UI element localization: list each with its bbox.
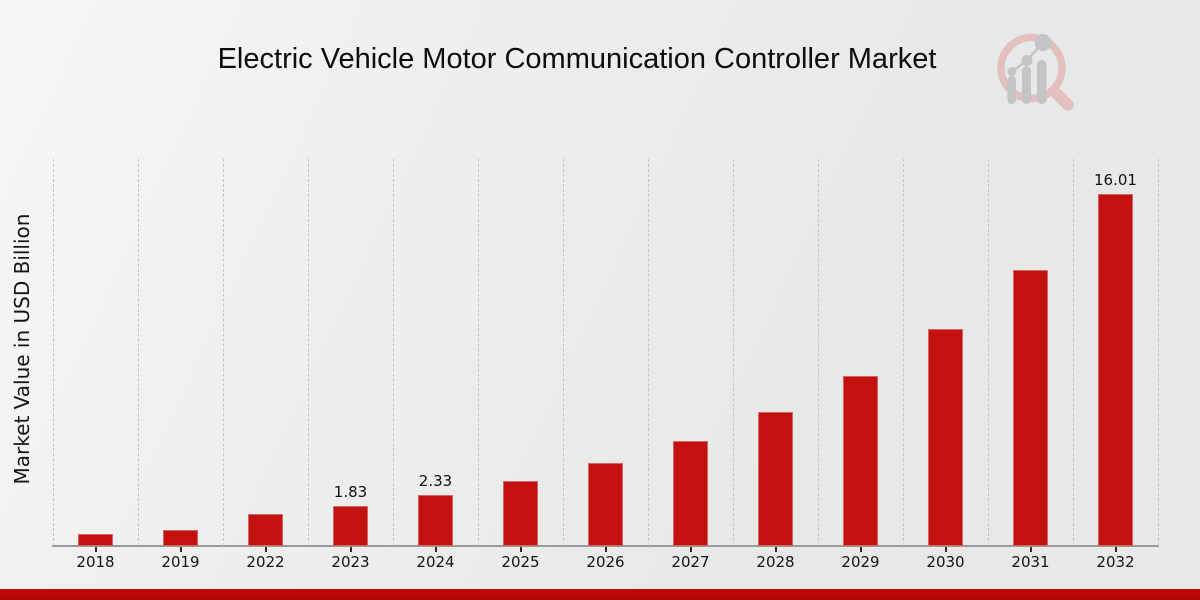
bar-2028 [758,412,793,546]
x-tick-2031 [1029,547,1032,552]
y-axis-label: Market Value in USD Billion [10,213,34,485]
bar-2027 [673,440,708,546]
bar-2018 [78,533,113,546]
x-tick-label-2025: 2025 [501,553,540,571]
bar-value-label-2024: 2.33 [418,471,453,490]
plot-area: 2018 2019 2022 1.83 2023 2.33 2024 2025 2026 2027… [52,159,1159,571]
gridline [647,159,649,546]
x-tick-label-2032: 2032 [1096,553,1135,571]
x-tick-label-2031: 2031 [1011,553,1050,571]
x-tick-2029 [859,547,862,552]
gridline [222,159,224,546]
gridline [1157,159,1159,546]
bar-2019 [163,530,198,546]
x-tick-label-2018: 2018 [76,553,115,571]
gridline [52,159,54,546]
gridline [1072,159,1074,546]
x-tick-2028 [774,547,777,552]
x-tick-2019 [179,547,182,552]
x-tick-2024 [434,547,437,552]
gridline [902,159,904,546]
logo-bars [1007,60,1047,104]
x-tick-label-2027: 2027 [671,553,710,571]
bar-2025 [503,481,538,546]
gridline [817,159,819,546]
x-tick-label-2028: 2028 [756,553,795,571]
x-tick-2026 [604,547,607,552]
x-tick-2025 [519,547,522,552]
bar-2024 [418,494,453,546]
x-tick-label-2024: 2024 [416,553,455,571]
x-tick-2023 [349,547,352,552]
gridline [137,159,139,546]
bar-value-label-2032: 16.01 [1094,170,1137,189]
footer-accent-bar [0,589,1200,600]
x-tick-2018 [94,547,97,552]
bar-2022 [248,514,283,546]
bar-2023 [333,505,368,546]
gridline [987,159,989,546]
gridline [477,159,479,546]
bar-2032 [1098,193,1133,546]
x-tick-label-2022: 2022 [246,553,285,571]
bar-2029 [843,375,878,546]
bar-value-label-2023: 1.83 [333,482,368,501]
x-tick-label-2029: 2029 [841,553,880,571]
chart-title: Electric Vehicle Motor Communication Con… [217,43,937,75]
gridline [392,159,394,546]
magnifier-ring [997,33,1074,111]
x-axis-line [52,545,1159,547]
x-tick-2022 [264,547,267,552]
gridline [307,159,309,546]
x-tick-2030 [944,547,947,552]
x-tick-2032 [1114,547,1117,552]
logo-trend-dots [1007,34,1052,76]
gridline [562,159,564,546]
bar-2031 [1013,270,1048,546]
x-tick-2027 [689,547,692,552]
bar-2026 [588,463,623,546]
gridline [732,159,734,546]
brand-logo-icon [997,33,1074,111]
bar-2030 [928,329,963,546]
x-tick-label-2026: 2026 [586,553,625,571]
x-tick-label-2023: 2023 [331,553,370,571]
x-tick-label-2030: 2030 [926,553,965,571]
x-tick-label-2019: 2019 [161,553,200,571]
